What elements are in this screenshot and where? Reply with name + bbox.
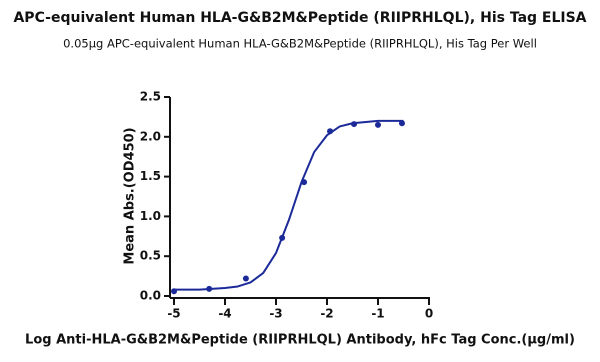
x-tick-label: -2	[320, 307, 333, 321]
x-tick-label: -5	[167, 307, 180, 321]
x-axis-label: Log Anti-HLA-G&B2M&Peptide (RIIPRHLQL) A…	[25, 333, 575, 348]
y-tick-label: 0.5	[140, 249, 161, 263]
chart-title: APC-equivalent Human HLA-G&B2M&Peptide (…	[13, 10, 586, 26]
data-point	[242, 275, 249, 282]
x-tick-label: -4	[218, 307, 231, 321]
y-tick-label: 1.0	[140, 209, 161, 223]
y-tick-label: 0.0	[140, 289, 161, 303]
y-axis-label: Mean Abs.(OD450)	[123, 127, 138, 264]
data-point	[375, 121, 381, 128]
fit-curve	[174, 119, 404, 291]
y-tick-label: 2.0	[140, 129, 161, 143]
x-tick-label: -1	[371, 307, 384, 321]
y-tick-label: 2.5	[140, 90, 161, 104]
x-tick-label: 0	[425, 307, 433, 321]
chart-subtitle: 0.05μg APC-equivalent Human HLA-G&B2M&Pe…	[63, 37, 537, 51]
y-tick-label: 1.5	[140, 169, 161, 183]
x-tick-label: -3	[269, 307, 282, 321]
